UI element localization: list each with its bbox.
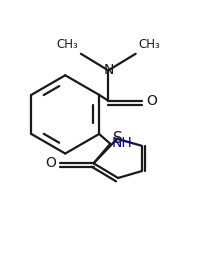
- Text: O: O: [46, 156, 57, 170]
- Text: S: S: [113, 131, 123, 146]
- Text: CH₃: CH₃: [56, 38, 78, 51]
- Text: N: N: [104, 63, 114, 77]
- Text: O: O: [146, 94, 157, 108]
- Text: NH: NH: [111, 136, 132, 150]
- Text: CH₃: CH₃: [139, 38, 160, 51]
